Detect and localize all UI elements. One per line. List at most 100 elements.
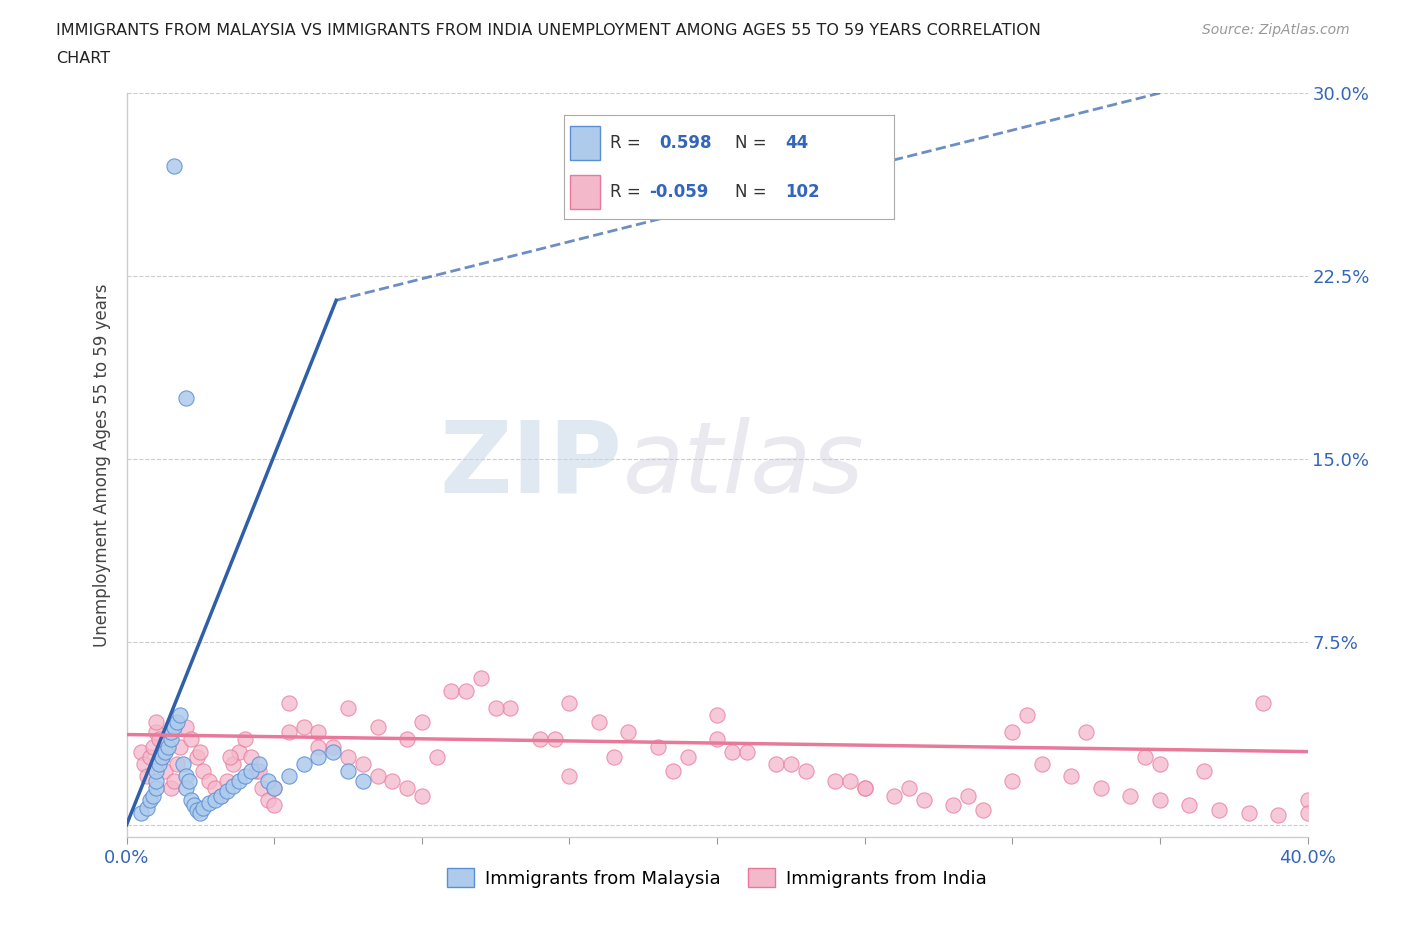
Point [222,778,245,793]
Point [150,749,173,764]
Point [425,749,447,764]
Point [183,798,205,813]
Point [257,793,280,808]
Point [367,720,389,735]
Point [160,724,183,739]
Point [129,744,153,759]
Point [198,774,221,789]
Point [1135,749,1157,764]
Point [337,764,360,778]
Point [245,764,267,778]
Point [381,774,404,789]
Point [239,749,262,764]
Point [972,803,994,817]
Point [249,756,271,771]
Point [440,684,463,698]
Point [139,793,162,808]
Point [129,805,153,820]
Point [308,739,330,754]
Point [411,788,433,803]
Point [186,803,208,817]
Point [1253,696,1275,711]
Point [956,788,979,803]
Point [1267,807,1289,822]
Point [824,774,846,789]
Point [322,744,344,759]
Point [174,781,197,796]
Point [150,749,173,764]
Point [188,744,212,759]
Point [166,715,188,730]
Point [278,724,301,739]
Point [1178,798,1201,813]
Point [174,720,197,735]
Point [180,793,202,808]
Point [456,684,478,698]
Point [186,749,208,764]
Text: atlas: atlas [623,417,865,513]
Point [308,749,330,764]
Point [215,783,238,798]
Point [367,768,389,783]
Point [228,744,250,759]
Point [794,764,817,778]
Point [169,739,191,754]
Point [603,749,626,764]
Point [1017,708,1039,723]
Point [188,805,212,820]
Point [193,801,215,816]
Point [1192,764,1215,778]
Point [153,764,176,778]
Point [233,768,256,783]
Point [780,756,803,771]
Point [156,739,179,754]
Point [1149,756,1171,771]
Point [558,768,581,783]
Point [647,739,669,754]
Point [912,793,935,808]
Point [558,696,581,711]
Point [209,788,232,803]
Point [174,768,197,783]
Point [163,774,186,789]
Point [148,732,170,747]
Point [765,756,787,771]
Point [1001,774,1024,789]
Point [662,764,685,778]
Point [278,768,301,783]
Point [853,781,876,796]
Point [898,781,921,796]
Point [1001,724,1024,739]
Point [148,756,170,771]
Point [193,764,215,778]
Point [145,715,167,730]
Point [142,788,165,803]
Point [735,744,758,759]
Point [239,764,262,778]
Point [263,781,285,796]
Point [1296,793,1319,808]
Point [180,732,202,747]
Point [499,700,522,715]
Point [1031,756,1053,771]
Point [676,749,699,764]
Point [198,795,221,810]
Text: IMMIGRANTS FROM MALAYSIA VS IMMIGRANTS FROM INDIA UNEMPLOYMENT AMONG AGES 55 TO : IMMIGRANTS FROM MALAYSIA VS IMMIGRANTS F… [56,23,1040,38]
Point [706,732,728,747]
Point [706,708,728,723]
Text: ZIP: ZIP [440,417,623,513]
Point [292,756,315,771]
Point [292,720,315,735]
Point [543,732,565,747]
Point [166,756,188,771]
Point [169,708,191,723]
Point [145,764,167,778]
Point [278,696,301,711]
Point [1237,805,1260,820]
Point [215,774,238,789]
Point [160,781,183,796]
Point [588,715,610,730]
Point [942,798,965,813]
Point [145,781,167,796]
Point [322,739,344,754]
